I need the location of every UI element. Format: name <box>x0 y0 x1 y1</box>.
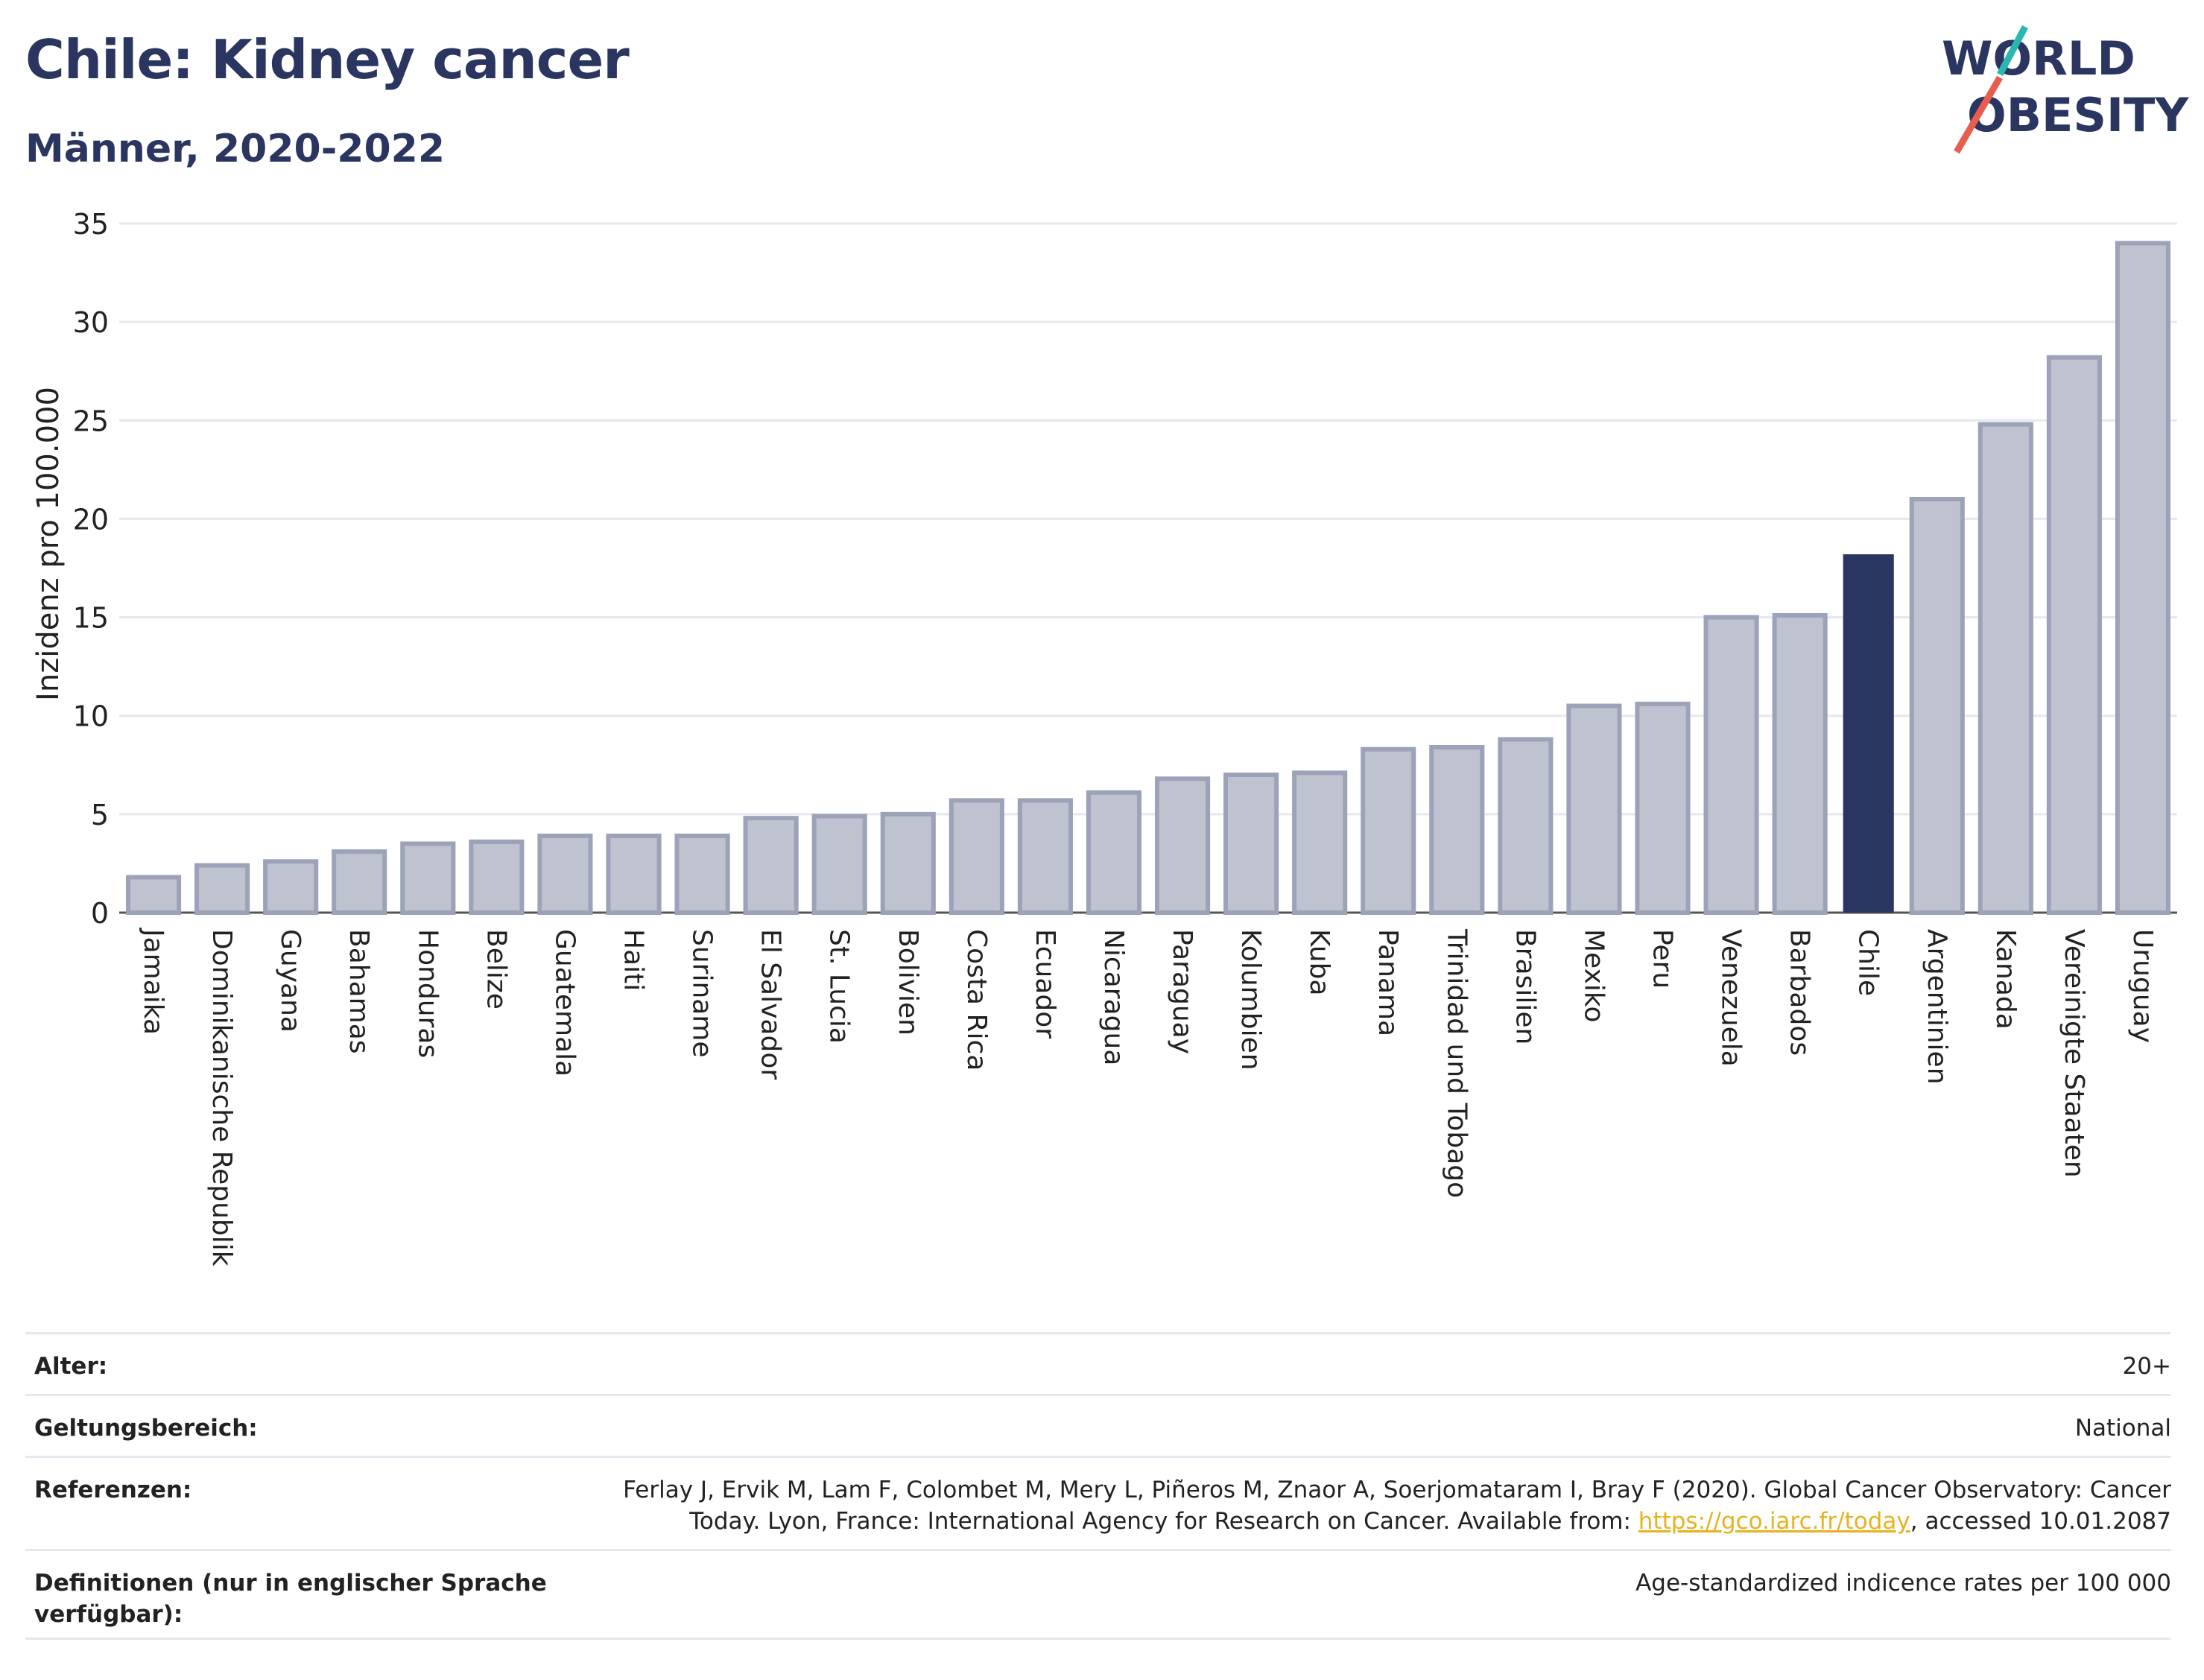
x-tick-label: Guyana <box>275 929 305 1033</box>
info-label-definitions: Definitionen (nur in englischer Sprache … <box>34 1570 547 1628</box>
y-tick-label: 30 <box>73 306 109 339</box>
logo-slash-teal <box>1997 25 2028 77</box>
y-tick-label: 15 <box>73 602 109 635</box>
reference-text: Ferlay J, Ervik M, Lam F, Colombet M, Me… <box>623 1477 2171 1535</box>
info-value-age: 20+ <box>2122 1353 2171 1380</box>
info-row-references: Referenzen: Ferlay J, Ervik M, Lam F, Co… <box>25 1456 2171 1549</box>
reference-accessed: , accessed 10.01.2087 <box>1910 1508 2171 1535</box>
logo-text-world: WORLD <box>1942 31 2135 86</box>
bars <box>125 241 2171 916</box>
bar-mexiko[interactable] <box>1566 703 1622 915</box>
info-row-definitions: Definitionen (nur in englischer Sprache … <box>25 1549 2171 1640</box>
bar-vereinigte-staaten[interactable] <box>2046 355 2102 915</box>
bar-barbados[interactable] <box>1772 612 1828 916</box>
bar-costa-rica[interactable] <box>949 798 1004 916</box>
bar-argentinien[interactable] <box>1909 497 1965 915</box>
x-tick-label: Barbados <box>1785 929 1815 1056</box>
bar-belize[interactable] <box>469 839 525 916</box>
info-label-scope: Geltungsbereich: <box>34 1415 258 1442</box>
bar-nicaragua[interactable] <box>1086 790 1142 916</box>
x-tick-label: Paraguay <box>1167 929 1197 1054</box>
bar-el-salvador[interactable] <box>743 816 799 915</box>
x-tick-label: Bolivien <box>893 929 923 1036</box>
y-tick-label: 10 <box>73 700 109 733</box>
bar-haiti[interactable] <box>606 833 662 916</box>
x-tick-label: Kanada <box>1990 929 2021 1030</box>
x-tick-label: Chile <box>1853 929 1884 996</box>
bar-ecuador[interactable] <box>1017 798 1073 916</box>
bar-guyana[interactable] <box>263 859 319 916</box>
y-tick-label: 35 <box>73 208 109 241</box>
bar-kuba[interactable] <box>1292 770 1348 916</box>
bar-jamaika[interactable] <box>125 875 182 916</box>
bar-brasilien[interactable] <box>1498 737 1554 916</box>
bar-bahamas[interactable] <box>332 849 387 915</box>
x-tick-label: Peru <box>1647 929 1678 989</box>
x-tick-label: Costa Rica <box>961 929 992 1071</box>
x-tick-label: Guatemala <box>549 929 580 1077</box>
bar-bolivien[interactable] <box>880 811 936 916</box>
x-tick-label: Mexiko <box>1578 929 1609 1022</box>
bar-suriname[interactable] <box>674 833 730 916</box>
logo-slash-red <box>1954 75 2003 154</box>
info-table: Alter: 20+ Geltungsbereich: National Ref… <box>25 1332 2171 1640</box>
logo-text-obesity: OBESITY <box>1967 88 2189 142</box>
x-tick-label: Kolumbien <box>1235 929 1266 1071</box>
info-row-scope: Geltungsbereich: National <box>25 1394 2171 1456</box>
x-tick-label: Kuba <box>1304 929 1334 996</box>
bar-kolumbien[interactable] <box>1223 773 1279 915</box>
x-tick-label: Venezuela <box>1716 929 1747 1067</box>
gridlines <box>119 222 2177 914</box>
bar-honduras[interactable] <box>400 841 456 915</box>
chart-title: Chile: Kidney cancer <box>25 28 630 91</box>
x-tick-label: Haiti <box>618 929 649 991</box>
bar-uruguay[interactable] <box>2115 241 2171 915</box>
y-tick-label: 5 <box>91 799 109 831</box>
x-tick-label: Brasilien <box>1510 929 1540 1045</box>
bar-paraguay[interactable] <box>1154 776 1211 916</box>
info-label-references: Referenzen: <box>34 1477 192 1503</box>
y-tick-label: 20 <box>73 503 109 536</box>
x-tick-label: Jamaika <box>138 928 168 1035</box>
y-axis: 0 5 10 15 20 25 30 35 <box>73 208 109 930</box>
y-tick-label: 25 <box>73 405 109 437</box>
bar-venezuela[interactable] <box>1703 615 1759 915</box>
chart-subtitle: Männer, 2020-2022 <box>25 127 446 171</box>
bar-guatemala[interactable] <box>537 833 593 916</box>
info-value-definitions: Age-standardized indicence rates per 100… <box>1635 1570 2171 1597</box>
x-tick-label: Nicaragua <box>1098 929 1129 1065</box>
info-label-age: Alter: <box>34 1353 108 1380</box>
x-tick-label: Uruguay <box>2127 929 2158 1043</box>
world-obesity-logo: WORLD OBESITY <box>1942 25 2189 154</box>
x-tick-label: Honduras <box>412 929 443 1058</box>
x-axis: Jamaika Dominikanische Republik Guyana Baha… <box>138 928 2158 1267</box>
x-tick-label: Panama <box>1372 929 1403 1036</box>
bar-st-lucia[interactable] <box>811 814 867 915</box>
bar-dominikanische-republik[interactable] <box>194 863 250 915</box>
info-value-scope: National <box>2074 1415 2171 1442</box>
y-axis-label: Inzidenz pro 100.000 <box>31 387 66 701</box>
x-tick-label: Argentinien <box>1922 929 1952 1085</box>
bar-kanada[interactable] <box>1977 422 2033 915</box>
info-value-references: Ferlay J, Ervik M, Lam F, Colombet M, Me… <box>571 1474 2171 1537</box>
x-tick-label: El Salvador <box>756 929 786 1080</box>
bar-panama[interactable] <box>1361 747 1416 916</box>
bar-chile[interactable] <box>1843 554 1894 913</box>
reference-link[interactable]: https://gco.iarc.fr/today <box>1638 1508 1910 1535</box>
bar-trinidad-und-tobago[interactable] <box>1429 745 1485 915</box>
x-tick-label: Trinidad und Tobago <box>1441 928 1472 1198</box>
x-tick-label: Belize <box>481 929 511 1009</box>
bar-chart: 0 5 10 15 20 25 30 35 Jamaika Dominikanische Rep… <box>31 208 2177 1267</box>
x-tick-label: St. Lucia <box>824 929 855 1044</box>
x-tick-label: Dominikanische Republik <box>206 929 237 1267</box>
bar-peru[interactable] <box>1635 701 1691 915</box>
y-tick-label: 0 <box>91 897 109 930</box>
x-tick-label: Ecuador <box>1030 929 1060 1039</box>
info-row-age: Alter: 20+ <box>25 1332 2171 1394</box>
x-tick-label: Vereinigte Staaten <box>2059 929 2089 1178</box>
x-tick-label: Bahamas <box>343 929 374 1054</box>
x-tick-label: Suriname <box>687 929 718 1058</box>
